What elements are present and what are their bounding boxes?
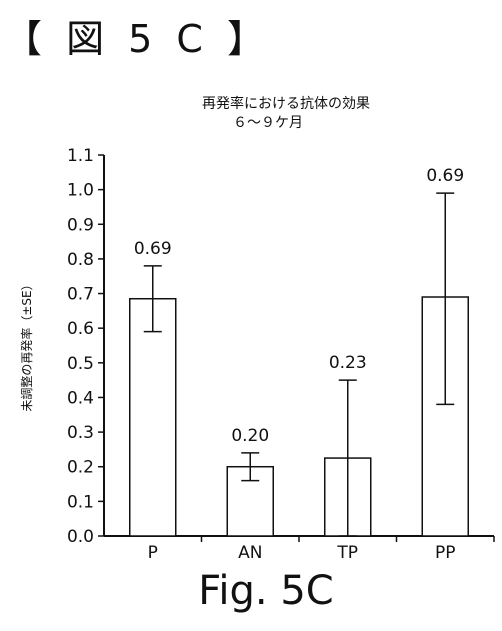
y-tick-label: 0.3 xyxy=(67,423,94,443)
y-tick-label: 0.6 xyxy=(67,319,94,339)
bar xyxy=(130,299,176,536)
x-tick-label: PP xyxy=(435,543,456,563)
data-label: 0.69 xyxy=(426,166,464,186)
chart-bars: 0.69 0.20 0.23 0.69 xyxy=(130,166,469,536)
data-label: 0.20 xyxy=(231,426,269,446)
y-tick-label: 0.5 xyxy=(67,354,94,374)
data-label: 0.23 xyxy=(329,353,367,373)
y-tick-label: 1.1 xyxy=(67,146,94,166)
x-tick-label: AN xyxy=(238,543,262,563)
y-tick-label: 0.8 xyxy=(67,250,94,270)
y-tick-label: 0.7 xyxy=(67,285,94,305)
y-tick-label: 0.0 xyxy=(67,527,94,547)
figure-caption: Fig. 5C xyxy=(0,568,502,614)
y-tick-label: 0.9 xyxy=(67,215,94,235)
y-tick-label: 0.1 xyxy=(67,492,94,512)
x-tick-label: TP xyxy=(336,543,358,563)
y-tick-label: 0.4 xyxy=(67,388,94,408)
data-label: 0.69 xyxy=(134,239,172,259)
y-tick-label: 1.0 xyxy=(67,181,94,201)
y-tick-label: 0.2 xyxy=(67,458,94,478)
x-tick-label: P xyxy=(148,543,158,563)
